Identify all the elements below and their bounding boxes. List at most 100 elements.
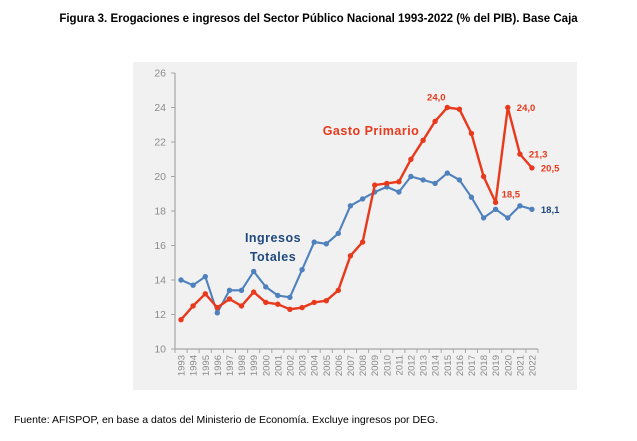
series-label-ingresos-totales: Ingresos Totales [244,231,302,264]
data-point-ingresos-totales-2018 [480,215,487,221]
x-tick-label: 2003 [298,355,309,376]
data-point-gasto-primario-2001 [275,301,281,307]
x-tick-label: 2012 [406,355,417,376]
data-point-gasto-primario-2008 [359,239,366,245]
series-line-gasto-primario [179,106,534,321]
data-point-ingresos-totales-2006 [335,230,341,237]
x-tick-label: 2006 [334,355,345,376]
data-point-gasto-primario-2009 [372,182,378,188]
y-tick-label: 26 [154,68,166,80]
data-point-gasto-primario-2002 [287,306,293,312]
data-point-ingresos-totales-1996 [214,310,220,316]
data-point-ingresos-totales-1993 [178,277,184,283]
data-point-gasto-primario-2003 [299,304,305,311]
data-point-gasto-primario-2017 [468,130,475,137]
data-point-ingresos-totales-2012 [408,173,414,180]
data-point-gasto-primario-2019 [492,199,499,206]
x-tick-label: 1998 [237,355,248,376]
data-point-gasto-primario-1993 [178,317,184,323]
data-point-ingresos-totales-2001 [275,292,281,299]
data-point-gasto-primario-2020 [505,104,511,111]
x-tick-label: 2011 [394,355,405,375]
x-tick-label: 2021 [515,355,526,376]
data-point-ingresos-totales-2000 [263,284,269,290]
data-point-gasto-primario-2010 [384,180,390,187]
x-tick-label: 2019 [491,355,502,376]
y-tick-label: 10 [154,344,166,356]
data-point-gasto-primario-2004 [311,299,317,306]
data-point-gasto-primario-2015 [444,104,450,111]
data-point-gasto-primario-1997 [226,296,233,302]
data-point-gasto-primario-2013 [420,137,426,143]
data-point-ingresos-totales-1994 [190,282,196,288]
data-point-ingresos-totales-2005 [323,241,329,247]
point-label-2021-gasto-primario: 21,3 [529,150,548,161]
x-tick-label: 2008 [358,355,369,376]
y-tick-label: 14 [154,275,166,287]
y-tick-label: 16 [154,240,166,252]
data-point-ingresos-totales-2003 [299,267,305,273]
x-tick-label: 2014 [431,355,442,376]
point-label-2020-gasto-primario: 24,0 [517,103,536,114]
data-point-ingresos-totales-2015 [444,170,450,176]
data-point-gasto-primario-2000 [263,299,269,306]
data-point-gasto-primario-2018 [480,173,487,180]
data-point-gasto-primario-1996 [214,304,220,311]
y-tick-label: 24 [154,102,166,114]
x-tick-label: 1994 [189,355,200,376]
x-tick-label: 2017 [467,355,478,376]
data-point-gasto-primario-1995 [202,291,208,297]
data-point-gasto-primario-2016 [456,106,463,112]
y-tick-label: 20 [154,171,166,183]
series-label-gasto-primario: Gasto Primario [322,124,420,138]
point-label-2019-gasto-primario: 18,5 [502,189,521,200]
x-tick-label: 2009 [370,355,381,376]
data-point-gasto-primario-2021 [517,151,523,157]
data-point-gasto-primario-1994 [190,303,196,309]
x-tick-label: 2015 [443,355,454,376]
data-point-ingresos-totales-2021 [517,203,523,209]
data-point-gasto-primario-1998 [238,303,245,309]
x-tick-label: 2004 [310,355,321,376]
point-label-2015-gasto-primario: 24,0 [427,93,446,104]
x-tick-label: 2020 [503,355,514,376]
y-tick-label: 18 [154,206,166,218]
x-tick-label: 1999 [249,355,260,376]
data-point-ingresos-totales-1998 [238,287,245,293]
x-tick-label: 2002 [285,355,296,376]
x-tick-label: 1993 [177,355,188,376]
data-point-ingresos-totales-2002 [287,294,293,300]
data-point-ingresos-totales-2008 [359,196,366,202]
point-label-2022-gasto-primario: 20,5 [541,163,560,174]
x-tick-label: 2007 [346,355,357,376]
data-point-gasto-primario-2012 [408,156,414,162]
y-tick-label: 22 [154,137,166,149]
data-point-ingresos-totales-2011 [396,189,402,195]
x-tick-label: 2010 [382,355,393,376]
data-point-ingresos-totales-2013 [420,177,426,183]
chart-panel: 10 12 14 16 18 20 22 24 26 1993 1994 1995 1996 1997 19… [133,62,577,390]
data-point-gasto-primario-2007 [347,253,354,259]
data-point-ingresos-totales-2017 [468,194,475,200]
data-point-ingresos-totales-1999 [251,268,257,275]
data-point-ingresos-totales-2004 [311,239,317,245]
data-point-ingresos-totales-2014 [432,180,438,187]
point-label-2022-ingresos-totales: 18,1 [541,205,560,216]
x-tick-label: 2005 [322,355,333,376]
data-point-gasto-primario-2006 [335,287,341,293]
data-point-ingresos-totales-2019 [492,206,499,212]
x-tick-label: 1997 [225,355,236,376]
x-tick-label: 2016 [455,355,466,376]
figure-title: Figura 3. Erogaciones e ingresos del Sec… [59,13,578,25]
data-point-gasto-primario-1999 [251,289,257,295]
x-tick-label: 2022 [527,355,538,376]
data-point-gasto-primario-2005 [323,298,329,304]
data-point-gasto-primario-2011 [396,179,402,185]
source-note: Fuente: AFISPOP, en base a datos del Min… [14,414,439,426]
data-point-gasto-primario-2014 [432,118,438,124]
x-tick-label: 2000 [261,355,272,376]
x-tick-label: 1996 [213,355,224,376]
data-point-ingresos-totales-2007 [347,203,354,209]
